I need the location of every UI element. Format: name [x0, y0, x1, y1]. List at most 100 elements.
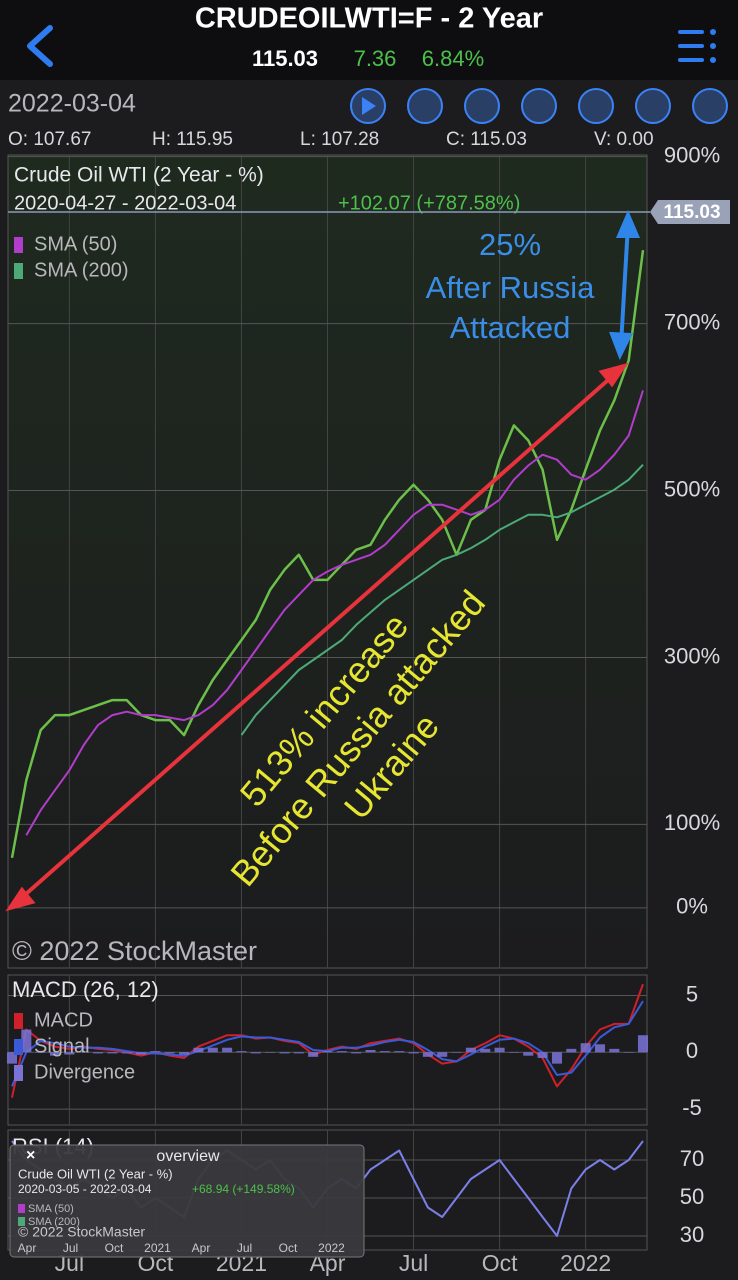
- series-line: [25, 390, 644, 836]
- y-tick-label: 50: [680, 1184, 704, 1209]
- header-change-pct: 6.84%: [422, 46, 484, 71]
- divergence-bar: [566, 1048, 577, 1053]
- divergence-bar: [93, 1052, 104, 1054]
- divergence-bar: [78, 1051, 89, 1053]
- y-tick-label: 700%: [664, 309, 720, 334]
- ohlc-high: H: 115.95: [152, 129, 233, 150]
- divergence-bar: [250, 1052, 261, 1054]
- x-tick-label: Jul: [399, 1250, 428, 1276]
- menu-button[interactable]: [678, 29, 716, 63]
- y-tick-label: 5: [686, 981, 698, 1006]
- header-bg: [0, 0, 738, 80]
- y-tick-label: 70: [680, 1146, 704, 1171]
- overview-close[interactable]: ×: [26, 1147, 35, 1164]
- y-tick-label: 0: [686, 1038, 698, 1063]
- x-tick-label: 2022: [560, 1250, 611, 1276]
- legend-swatch: [14, 1013, 23, 1029]
- ohlc-close: C: 115.03: [446, 129, 527, 150]
- legend-swatch: [14, 237, 23, 253]
- copyright: © 2022 StockMaster: [12, 936, 257, 966]
- divergence-bar: [107, 1052, 118, 1054]
- divergence-bar: [265, 1052, 276, 1053]
- series-line: [240, 464, 644, 736]
- last-price-label: 115.03: [663, 202, 720, 223]
- ohlc-open: O: 107.67: [8, 129, 91, 150]
- icon-button[interactable]: [521, 88, 557, 124]
- annotation: 25%: [479, 227, 541, 262]
- divergence-bar: [623, 1052, 634, 1053]
- overview-bg: [9, 1144, 365, 1258]
- overview-axis-label: Jul: [63, 1241, 78, 1255]
- legend-swatch: [18, 1204, 25, 1213]
- overview-axis-label: 2022: [318, 1241, 345, 1255]
- header-change: 7.36: [354, 46, 397, 71]
- divergence-bar: [537, 1052, 548, 1058]
- overview-axis-label: Oct: [279, 1241, 298, 1255]
- overview-axis-label: Oct: [105, 1241, 124, 1255]
- y-tick-label: 0%: [676, 894, 708, 919]
- divergence-bar: [50, 1052, 61, 1056]
- chart-change: +102.07 (+787.58%): [338, 192, 520, 214]
- header-title: CRUDEOILWTI=F - 2 Year: [195, 3, 543, 35]
- divergence-bar: [465, 1047, 476, 1053]
- red-arrow: [5, 362, 629, 912]
- ohlc-volume: V: 0.00: [594, 129, 654, 150]
- divergence-bar: [236, 1051, 247, 1053]
- divergence-bar: [523, 1052, 534, 1056]
- icon-button[interactable]: [578, 88, 614, 124]
- y-tick-label: 30: [680, 1222, 704, 1247]
- divergence-bar: [594, 1044, 605, 1053]
- legend-label: Divergence: [34, 1061, 135, 1083]
- icon-button[interactable]: [692, 88, 728, 124]
- legend-swatch: [14, 1039, 23, 1055]
- toolbar-date: 2022-03-04: [8, 90, 136, 118]
- overview-range: 2020-03-05 - 2022-03-04: [18, 1182, 152, 1196]
- overview-change: +68.94 (+149.58%): [192, 1182, 295, 1196]
- divergence-bar: [551, 1052, 562, 1064]
- legend-label: SMA (200): [34, 259, 128, 281]
- toolbar-icons: [350, 88, 728, 124]
- divergence-bar: [164, 1052, 175, 1054]
- overview-axis: Apr Jul Oct 2021 Apr Jul Oct 2022: [18, 1241, 346, 1255]
- chart-title: MACD (26, 12): [12, 977, 159, 1002]
- last-price-tag: [650, 200, 730, 224]
- divergence-bar: [422, 1052, 433, 1057]
- divergence-bar: [580, 1043, 591, 1053]
- overview-legend: SMA (50): [28, 1203, 74, 1215]
- overview-panel[interactable]: × overview Crude Oil WTI (2 Year - %) 20…: [9, 1144, 365, 1258]
- divergence-bar: [279, 1052, 290, 1054]
- back-button[interactable]: [27, 25, 53, 67]
- divergence-bar: [193, 1047, 204, 1053]
- icon-button[interactable]: [464, 88, 500, 124]
- divergence-bar: [408, 1052, 419, 1054]
- overview-axis-label: 2021: [144, 1241, 171, 1255]
- blue-arrow: [609, 209, 641, 360]
- divergence-bar: [150, 1051, 161, 1053]
- divergence-bar: [379, 1051, 390, 1053]
- legend-label: Signal: [34, 1035, 90, 1057]
- legend-swatch: [18, 1217, 25, 1226]
- chart-title: Crude Oil WTI (2 Year - %): [14, 164, 264, 187]
- overview-title: overview: [156, 1148, 220, 1165]
- divergence-bar: [351, 1052, 362, 1054]
- divergence-bar: [437, 1052, 448, 1057]
- series-line: [11, 1000, 644, 1087]
- divergence-bar: [6, 1052, 18, 1064]
- y-tick-label: 100%: [664, 810, 720, 835]
- divergence-bar: [121, 1052, 132, 1054]
- overview-chart-title: Crude Oil WTI (2 Year - %): [18, 1166, 173, 1181]
- icon-button[interactable]: [407, 88, 443, 124]
- y-tick-label: -5: [682, 1095, 702, 1120]
- legend-label: SMA (50): [34, 233, 117, 255]
- divergence-bar: [609, 1048, 620, 1053]
- divergence-bar: [35, 1052, 46, 1053]
- divergence-bar: [508, 1052, 519, 1053]
- divergence-bar: [336, 1051, 347, 1053]
- divergence-bar: [136, 1052, 147, 1055]
- divergence-bar: [394, 1051, 405, 1053]
- x-tick-label: Oct: [482, 1250, 518, 1276]
- annotation: After Russia: [426, 270, 596, 305]
- play-icon: [362, 97, 376, 115]
- divergence-bar: [365, 1050, 376, 1053]
- icon-button[interactable]: [635, 88, 671, 124]
